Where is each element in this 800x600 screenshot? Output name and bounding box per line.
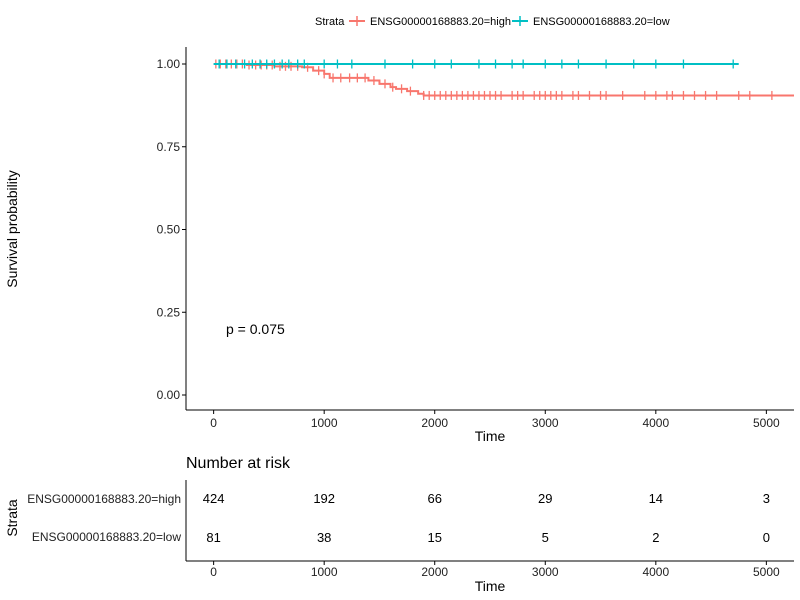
risk-table-title: Number at risk <box>186 455 291 472</box>
risk-x-tick-label: 0 <box>210 565 217 579</box>
risk-table-y-title: Strata <box>4 499 20 537</box>
y-axis-title: Survival probability <box>4 170 20 288</box>
risk-count: 29 <box>538 491 552 506</box>
x-tick-label: 1000 <box>311 416 338 430</box>
risk-count: 3 <box>763 491 770 506</box>
risk-x-tick-label: 3000 <box>532 565 559 579</box>
legend-label-low: ENSG00000168883.20=low <box>533 16 670 28</box>
risk-x-tick-label: 5000 <box>753 565 780 579</box>
legend-label-high: ENSG00000168883.20=high <box>370 16 511 28</box>
x-axis-ticks: 0 1000 2000 3000 4000 5000 <box>210 410 780 430</box>
y-tick-label: 1.00 <box>157 57 181 71</box>
legend: Strata ENSG00000168883.20=high ENSG00000… <box>315 16 670 28</box>
x-tick-label: 3000 <box>532 416 559 430</box>
legend-title: Strata <box>315 16 345 28</box>
risk-count: 15 <box>427 530 441 545</box>
x-tick-label: 5000 <box>753 416 780 430</box>
x-tick-label: 0 <box>210 416 217 430</box>
risk-x-tick-label: 1000 <box>311 565 338 579</box>
x-tick-label: 4000 <box>642 416 669 430</box>
risk-x-axis-title: Time <box>475 578 506 594</box>
survival-curves <box>213 59 794 100</box>
risk-table: Number at risk Strata ENSG00000168883.20… <box>4 455 794 594</box>
y-tick-label: 0.00 <box>157 388 181 402</box>
risk-row-label-low: ENSG00000168883.20=low <box>32 530 181 544</box>
risk-count: 81 <box>206 530 220 545</box>
risk-table-cells: 424 192 66 29 14 3 81 38 15 5 2 0 <box>203 491 770 545</box>
y-tick-label: 0.75 <box>157 140 181 154</box>
risk-count: 5 <box>542 530 549 545</box>
y-axis-ticks: 0.00 0.25 0.50 0.75 1.00 <box>157 57 186 402</box>
risk-count: 2 <box>652 530 659 545</box>
y-tick-label: 0.25 <box>157 305 181 319</box>
risk-count: 192 <box>313 491 335 506</box>
y-tick-label: 0.50 <box>157 223 181 237</box>
legend-item-high: ENSG00000168883.20=high <box>349 16 511 28</box>
risk-count: 38 <box>317 530 331 545</box>
risk-x-tick-label: 4000 <box>642 565 669 579</box>
survival-plot: 0.00 0.25 0.50 0.75 1.00 0 1000 2000 3000 4000 50… <box>4 47 794 444</box>
risk-x-axis-ticks: 0 1000 2000 3000 4000 5000 <box>210 561 780 579</box>
risk-count: 0 <box>763 530 770 545</box>
x-axis-title: Time <box>475 428 506 444</box>
risk-x-tick-label: 2000 <box>421 565 448 579</box>
x-tick-label: 2000 <box>421 416 448 430</box>
legend-item-low: ENSG00000168883.20=low <box>512 16 670 28</box>
risk-row-label-high: ENSG00000168883.20=high <box>27 492 181 506</box>
p-value-label: p = 0.075 <box>226 321 285 337</box>
survival-curve-high <box>213 63 794 97</box>
risk-count: 66 <box>427 491 441 506</box>
risk-count: 14 <box>649 491 663 506</box>
risk-count: 424 <box>203 491 225 506</box>
